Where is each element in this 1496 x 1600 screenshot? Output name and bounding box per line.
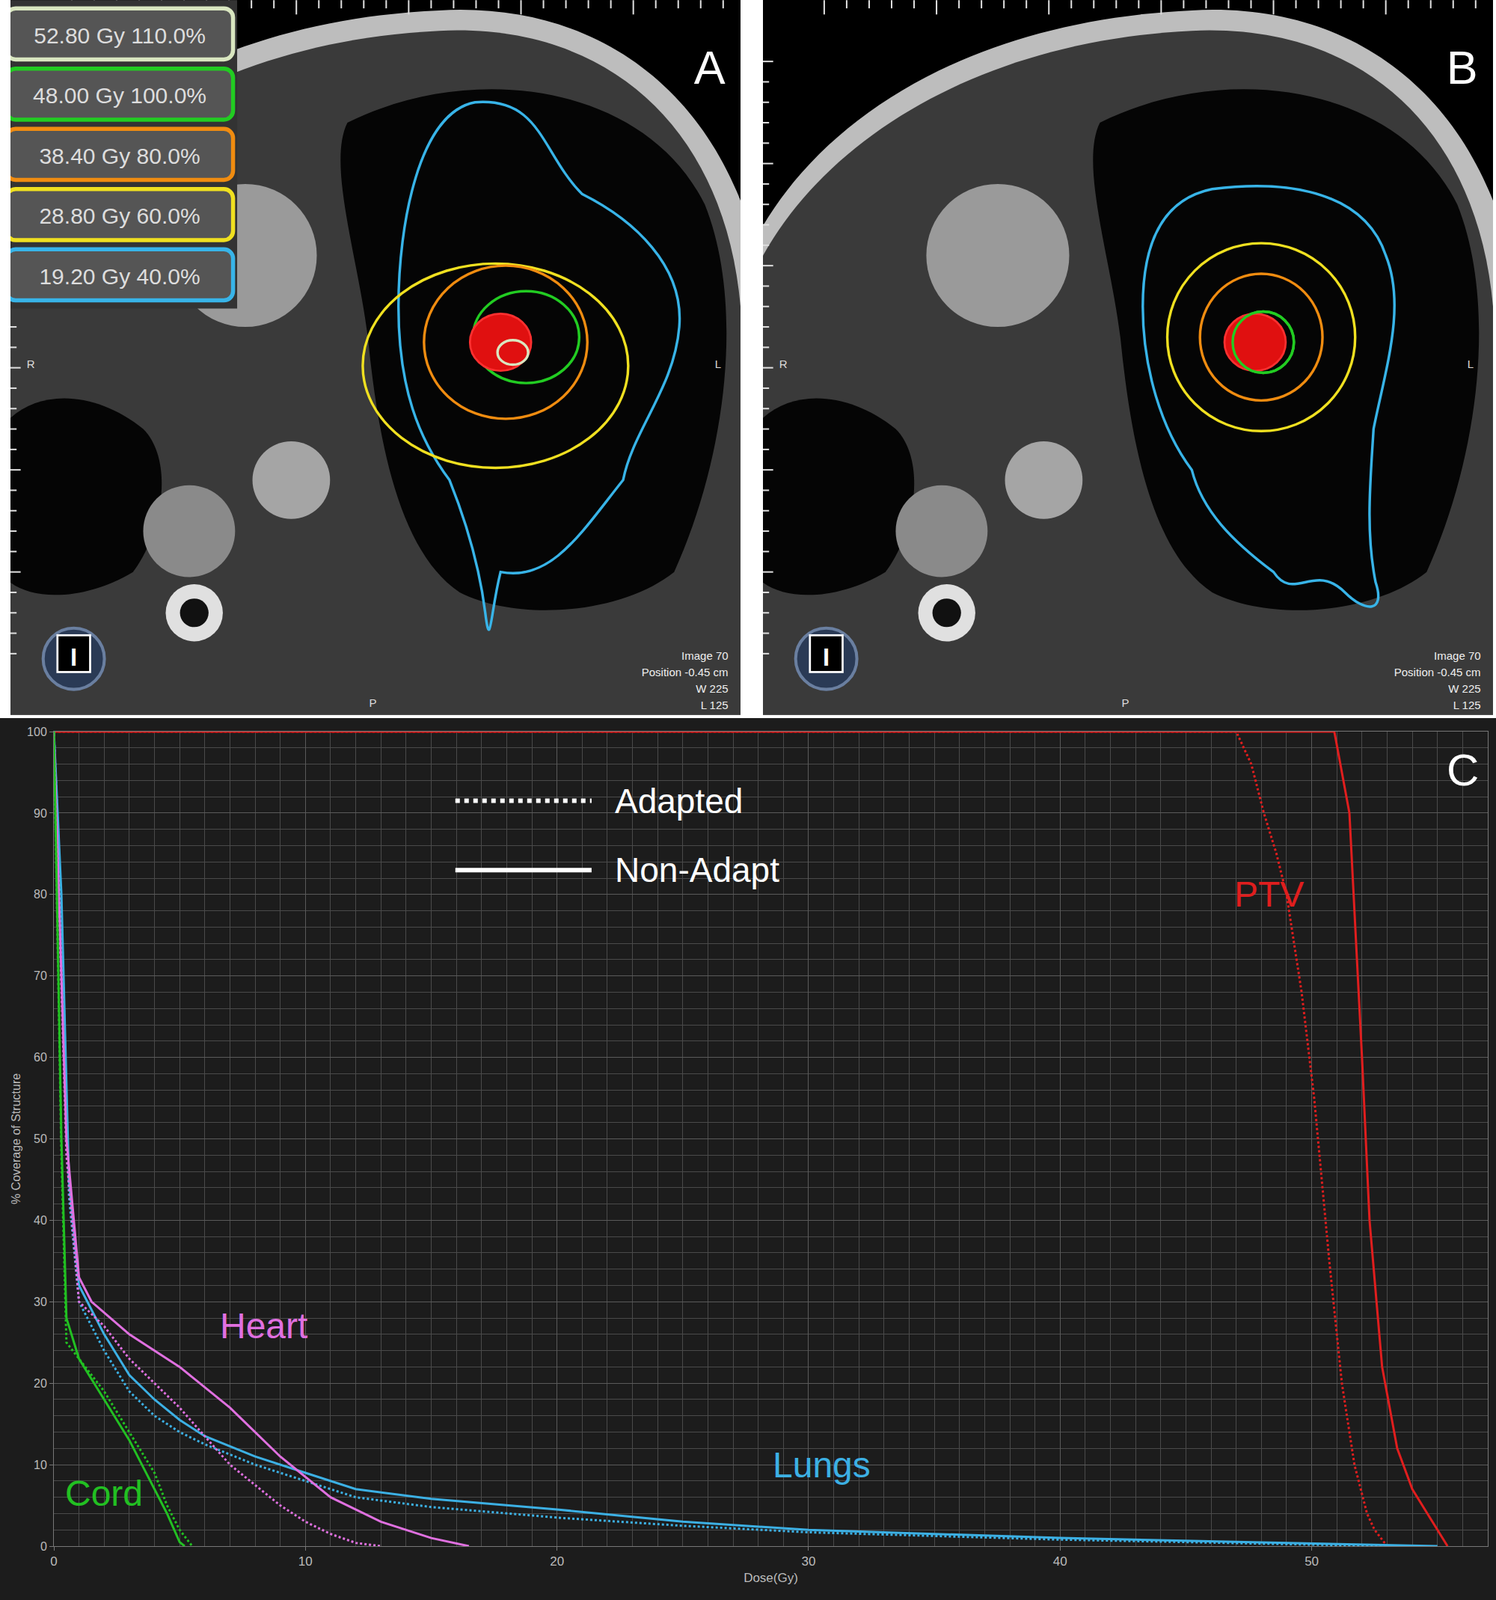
svg-text:0: 0 <box>40 1540 48 1553</box>
svg-text:Image 70: Image 70 <box>1433 649 1482 662</box>
svg-text:L: L <box>715 357 722 371</box>
svg-text:70: 70 <box>33 969 48 983</box>
svg-text:52.80 Gy 110.0%: 52.80 Gy 110.0% <box>33 23 206 48</box>
svg-text:Cord: Cord <box>65 1473 143 1514</box>
svg-text:L 125: L 125 <box>700 698 729 712</box>
svg-text:I: I <box>822 643 830 671</box>
svg-text:38.40 Gy 80.0%: 38.40 Gy 80.0% <box>38 143 200 169</box>
svg-text:20: 20 <box>33 1377 48 1390</box>
svg-text:A: A <box>694 41 726 94</box>
svg-text:Non-Adapt: Non-Adapt <box>614 850 780 890</box>
svg-text:20: 20 <box>549 1554 564 1569</box>
svg-text:90: 90 <box>33 807 48 820</box>
svg-text:100: 100 <box>26 725 48 739</box>
svg-text:40: 40 <box>33 1214 48 1227</box>
svg-text:P: P <box>1122 696 1130 710</box>
svg-text:Dose(Gy): Dose(Gy) <box>743 1570 799 1586</box>
svg-text:W 225: W 225 <box>1448 682 1481 695</box>
svg-text:% Coverage of Structure: % Coverage of Structure <box>9 1073 23 1205</box>
svg-text:Position -0.45 cm: Position -0.45 cm <box>1394 665 1482 679</box>
svg-text:10: 10 <box>298 1554 313 1569</box>
svg-text:80: 80 <box>33 887 48 901</box>
svg-text:L: L <box>1467 357 1474 371</box>
svg-text:P: P <box>369 696 377 710</box>
svg-text:Lungs: Lungs <box>772 1445 871 1485</box>
svg-text:B: B <box>1446 41 1479 94</box>
svg-text:50: 50 <box>33 1132 48 1146</box>
svg-text:30: 30 <box>801 1554 816 1569</box>
svg-text:R: R <box>26 357 36 371</box>
svg-text:30: 30 <box>33 1295 48 1309</box>
svg-text:Heart: Heart <box>219 1306 308 1346</box>
svg-text:R: R <box>779 357 788 371</box>
svg-text:10: 10 <box>33 1458 48 1472</box>
svg-text:0: 0 <box>50 1554 57 1569</box>
svg-text:28.80 Gy 60.0%: 28.80 Gy 60.0% <box>38 203 200 229</box>
svg-text:I: I <box>70 643 78 671</box>
svg-text:PTV: PTV <box>1234 874 1304 915</box>
svg-text:Image 70: Image 70 <box>681 649 729 662</box>
svg-text:L 125: L 125 <box>1453 698 1482 712</box>
svg-text:48.00 Gy 100.0%: 48.00 Gy 100.0% <box>32 83 207 108</box>
svg-text:19.20 Gy 40.0%: 19.20 Gy 40.0% <box>38 264 200 289</box>
svg-text:W 225: W 225 <box>695 682 728 695</box>
svg-text:60: 60 <box>33 1050 48 1064</box>
svg-text:40: 40 <box>1053 1554 1068 1569</box>
svg-text:Adapted: Adapted <box>614 781 743 821</box>
svg-text:C: C <box>1446 745 1479 796</box>
svg-text:Position -0.45 cm: Position -0.45 cm <box>641 665 729 679</box>
svg-text:50: 50 <box>1304 1554 1319 1569</box>
